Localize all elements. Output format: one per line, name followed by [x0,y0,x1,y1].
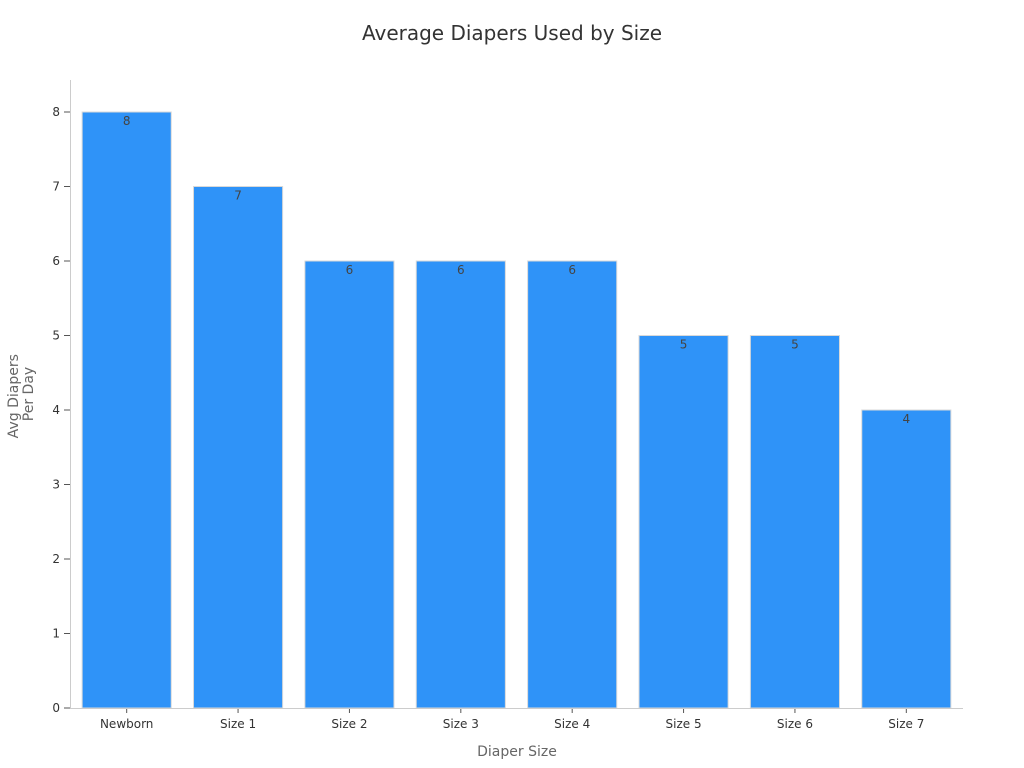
y-tick-label: 5 [52,329,60,343]
data-label: 7 [234,189,242,203]
x-tick-label: Size 7 [888,717,924,731]
data-label: 6 [346,263,354,277]
y-tick-label: 0 [52,701,60,715]
y-tick-label: 8 [52,105,60,119]
y-tick-label: 1 [52,627,60,641]
bar-2 [193,186,284,709]
bar-8 [861,409,952,709]
data-label: 6 [457,263,465,277]
bar-5 [527,260,618,709]
x-tick-label: Newborn [100,717,153,731]
bar-4 [415,260,506,709]
chart-title: Average Diapers Used by Size [362,21,662,45]
bar-3 [304,260,395,709]
data-label: 6 [568,263,576,277]
data-label: 5 [680,338,688,352]
x-axis-title: Diaper Size [477,744,557,760]
y-axis: 0 1 2 3 4 5 6 7 8 [52,105,70,715]
data-label: 5 [791,338,799,352]
x-tick-label: Size 1 [220,717,256,731]
x-tick-label: Size 3 [443,717,479,731]
y-tick-label: 6 [52,254,60,268]
data-label: 4 [902,412,910,426]
x-tick-label: Size 5 [666,717,702,731]
y-tick-label: 4 [52,403,60,417]
x-tick-label: Size 2 [331,717,367,731]
bar-6 [638,335,729,709]
y-axis-title-line-2: Per Day [21,367,37,421]
x-tick-label: Size 6 [777,717,813,731]
y-tick-label: 3 [52,478,60,492]
bars-group: 8 7 6 6 6 5 5 4 [81,111,952,709]
bar-1 [81,111,172,709]
bar-7 [749,335,840,709]
y-axis-title: Avg Diapers Per Day [6,350,37,439]
x-tick-label: Size 4 [554,717,590,731]
x-axis: Newborn Size 1 Size 2 Size 3 Size 4 Size 5 Siz… [100,708,924,731]
y-tick-label: 2 [52,552,60,566]
data-label: 8 [123,114,131,128]
y-axis-title-line-1: Avg Diapers [6,354,22,438]
y-tick-label: 7 [52,180,60,194]
